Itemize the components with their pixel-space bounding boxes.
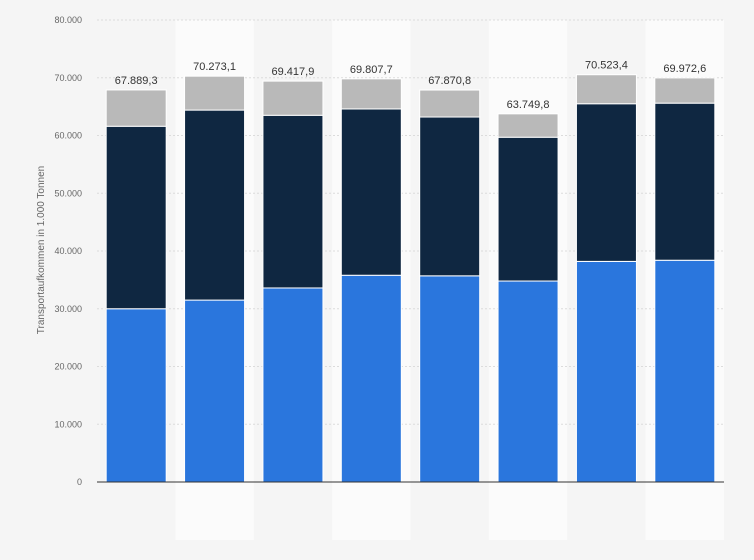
y-tick-label: 20.000 [54,362,82,372]
bar-segment [184,75,246,111]
total-label: 63.749,8 [507,99,550,111]
bar-segment [575,260,637,483]
bar-segment [105,308,167,483]
total-label: 69.972,6 [663,63,706,75]
y-axis-label: Transportaufkommen in 1.000 Tonnen [36,166,47,334]
total-label: 67.889,3 [115,75,158,87]
total-label: 67.870,8 [428,75,471,87]
bar-segment [497,280,559,483]
y-tick-label: 0 [77,477,82,487]
bar-segment [340,274,402,483]
bar-segment [262,287,324,483]
y-tick-label: 30.000 [54,304,82,314]
y-tick-label: 60.000 [54,131,82,141]
bar-segment [184,109,246,301]
bar-segment [419,116,481,277]
bar-segment [105,89,167,127]
total-label: 70.523,4 [585,60,628,72]
bar-segment [575,103,637,262]
total-labels: 67.889,3 70.273,1 69.417,9 69.807,7 67.870,8… [115,60,706,111]
y-tick-label: 70.000 [54,73,82,83]
bar-segment [654,77,716,104]
y-tick-label: 50.000 [54,188,82,198]
bar-segment [105,125,167,310]
total-label: 70.273,1 [193,61,236,73]
bar-segment [654,259,716,483]
bar-segment [419,89,481,118]
y-axis-ticks: 0 10.000 20.000 30.000 40.000 50.000 60.000 70.… [54,15,82,487]
y-tick-label: 80.000 [54,15,82,25]
bar-segment [497,136,559,282]
bars [105,74,716,483]
bar-segment [497,113,559,138]
bar-segment [654,102,716,261]
bar-segment [575,74,637,105]
total-label: 69.417,9 [272,66,315,78]
bar-segment [340,108,402,276]
total-label: 69.807,7 [350,64,393,76]
bar-segment [262,114,324,289]
bar-segment [184,299,246,483]
y-tick-label: 40.000 [54,246,82,256]
bar-segment [262,80,324,116]
y-tick-label: 10.000 [54,419,82,429]
bar-segment [340,78,402,110]
bar-segment [419,275,481,483]
